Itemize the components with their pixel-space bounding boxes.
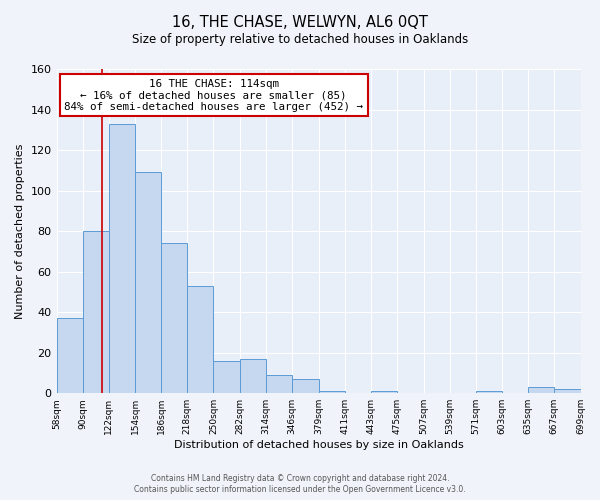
Bar: [528, 387, 554, 393]
Bar: [239, 359, 266, 393]
Text: Size of property relative to detached houses in Oaklands: Size of property relative to detached ho…: [132, 32, 468, 46]
Bar: [476, 391, 502, 393]
Bar: [292, 379, 319, 393]
X-axis label: Distribution of detached houses by size in Oaklands: Distribution of detached houses by size …: [173, 440, 463, 450]
Bar: [135, 172, 161, 393]
Bar: [161, 244, 187, 393]
Bar: [266, 375, 292, 393]
Y-axis label: Number of detached properties: Number of detached properties: [15, 144, 25, 319]
Bar: [109, 124, 135, 393]
Bar: [214, 361, 239, 393]
Text: 16 THE CHASE: 114sqm
← 16% of detached houses are smaller (85)
84% of semi-detac: 16 THE CHASE: 114sqm ← 16% of detached h…: [64, 78, 363, 112]
Text: Contains HM Land Registry data © Crown copyright and database right 2024.
Contai: Contains HM Land Registry data © Crown c…: [134, 474, 466, 494]
Text: 16, THE CHASE, WELWYN, AL6 0QT: 16, THE CHASE, WELWYN, AL6 0QT: [172, 15, 428, 30]
Bar: [554, 389, 581, 393]
Bar: [56, 318, 83, 393]
Bar: [319, 391, 345, 393]
Bar: [83, 231, 109, 393]
Bar: [187, 286, 214, 393]
Bar: [371, 391, 397, 393]
